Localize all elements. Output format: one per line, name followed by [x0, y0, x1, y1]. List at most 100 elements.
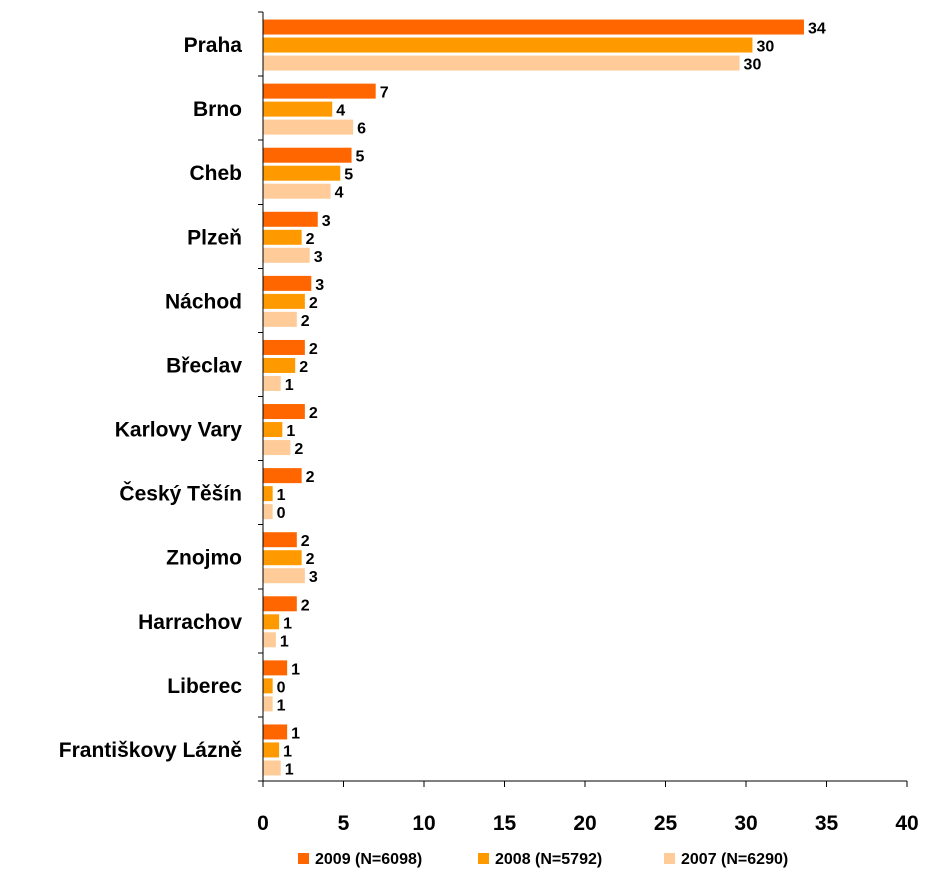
category-label-frantiskovy-lazne: Františkovy Lázně [59, 739, 242, 762]
value-label-frantiskovy-lazne-series-1: 1 [291, 725, 300, 742]
bar-brno-series-1 [263, 83, 376, 99]
bar-praha-series-1 [263, 19, 804, 35]
bar-brno-series-2 [263, 101, 333, 117]
bar-nachod-series-2 [263, 293, 305, 309]
bar-znojmo-series-2 [263, 550, 302, 566]
category-label-praha: Praha [184, 34, 243, 57]
value-label-harrachov-series-2: 1 [283, 615, 292, 632]
bar-karlovy-vary-series-3 [263, 440, 291, 456]
bar-brno-series-3 [263, 119, 354, 135]
bar-frantiskovy-lazne-series-2 [263, 742, 280, 758]
bar-harrachov-series-3 [263, 632, 276, 648]
bar-praha-series-2 [263, 37, 753, 53]
x-tick-label-40: 40 [895, 812, 918, 835]
x-tick-label-10: 10 [412, 812, 435, 835]
bar-cesky-tesin-series-3 [263, 504, 273, 520]
value-label-plzen-series-1: 3 [322, 213, 331, 230]
category-label-breclav: Břeclav [166, 354, 242, 377]
value-label-harrachov-series-3: 1 [280, 633, 289, 650]
bar-znojmo-series-1 [263, 532, 297, 548]
bar-breclav-series-1 [263, 339, 305, 355]
value-label-brno-series-2: 4 [336, 103, 345, 120]
x-tick-label-20: 20 [573, 812, 596, 835]
bar-breclav-series-3 [263, 375, 281, 391]
bar-plzen-series-3 [263, 247, 310, 263]
value-label-harrachov-series-1: 2 [301, 597, 310, 614]
value-label-praha-series-2: 30 [756, 39, 774, 56]
category-label-plzen: Plzeň [187, 226, 242, 249]
value-label-znojmo-series-1: 2 [301, 533, 310, 550]
axes-group: 0 5 10 15 20 25 30 35 40 [257, 11, 919, 835]
value-label-cheb-series-1: 5 [356, 149, 365, 166]
bar-cheb-series-3 [263, 183, 331, 199]
bar-plzen-series-1 [263, 211, 318, 227]
legend-swatch-series-3 [664, 853, 675, 864]
value-label-praha-series-3: 30 [744, 57, 762, 74]
value-label-cesky-tesin-series-3: 0 [277, 505, 286, 522]
bar-praha-series-3 [263, 55, 740, 71]
value-label-liberec-series-3: 1 [277, 697, 286, 714]
value-label-plzen-series-3: 3 [314, 249, 323, 266]
bar-nachod-series-1 [263, 275, 312, 291]
value-label-breclav-series-3: 1 [285, 377, 294, 394]
bar-znojmo-series-3 [263, 568, 305, 584]
bar-frantiskovy-lazne-series-1 [263, 724, 288, 740]
value-label-karlovy-vary-series-2: 1 [286, 423, 295, 440]
value-label-znojmo-series-2: 2 [306, 551, 315, 568]
legend-label-series-1: 2009 (N=6098) [315, 851, 422, 868]
bar-cheb-series-2 [263, 165, 341, 181]
x-tick-label-25: 25 [654, 812, 678, 835]
bar-liberec-series-1 [263, 660, 288, 676]
legend-swatch-series-1 [298, 853, 309, 864]
value-label-brno-series-1: 7 [380, 85, 389, 102]
category-label-cheb: Cheb [190, 162, 243, 185]
legend-label-series-3: 2007 (N=6290) [681, 851, 788, 868]
bar-harrachov-series-1 [263, 596, 297, 612]
value-label-brno-series-3: 6 [357, 121, 366, 138]
legend-swatch-series-2 [478, 853, 489, 864]
bars-group [263, 19, 804, 776]
x-tick-label-0: 0 [257, 812, 269, 835]
value-label-plzen-series-2: 2 [306, 231, 315, 248]
value-label-breclav-series-2: 2 [299, 359, 308, 376]
value-label-nachod-series-3: 2 [301, 313, 310, 330]
bar-breclav-series-2 [263, 357, 296, 373]
value-label-cheb-series-2: 5 [344, 167, 353, 184]
value-label-breclav-series-1: 2 [309, 341, 318, 358]
category-label-liberec: Liberec [167, 675, 242, 698]
value-label-praha-series-1: 34 [808, 21, 826, 38]
x-tick-label-30: 30 [734, 812, 757, 835]
value-label-cesky-tesin-series-2: 1 [277, 487, 286, 504]
value-label-nachod-series-2: 2 [309, 295, 318, 312]
value-label-znojmo-series-3: 3 [309, 569, 318, 586]
value-label-karlovy-vary-series-3: 2 [294, 441, 303, 458]
x-tick-label-5: 5 [338, 812, 350, 835]
category-labels-group: Praha Brno Cheb Plzeň Náchod Břeclav Karlovy V… [59, 34, 243, 762]
bar-liberec-series-3 [263, 696, 273, 712]
value-label-cesky-tesin-series-1: 2 [306, 469, 315, 486]
category-label-znojmo: Znojmo [166, 547, 242, 570]
category-label-cesky-tesin: Český Těšín [119, 482, 242, 506]
value-label-liberec-series-1: 1 [291, 661, 300, 678]
value-label-frantiskovy-lazne-series-2: 1 [283, 743, 292, 760]
legend-label-series-2: 2008 (N=5792) [495, 851, 602, 868]
value-label-nachod-series-1: 3 [315, 277, 324, 294]
legend: 2009 (N=6098) 2008 (N=5792) 2007 (N=6290) [298, 851, 788, 868]
category-label-karlovy-vary: Karlovy Vary [115, 419, 243, 442]
value-label-cheb-series-3: 4 [335, 185, 344, 202]
category-label-harrachov: Harrachov [138, 611, 242, 634]
bar-plzen-series-2 [263, 229, 302, 245]
value-label-karlovy-vary-series-1: 2 [309, 405, 318, 422]
bar-cesky-tesin-series-1 [263, 468, 302, 484]
bar-frantiskovy-lazne-series-3 [263, 760, 281, 776]
x-tick-label-15: 15 [493, 812, 517, 835]
x-tick-label-35: 35 [815, 812, 839, 835]
bar-liberec-series-2 [263, 678, 273, 694]
bar-karlovy-vary-series-2 [263, 422, 283, 438]
bar-cheb-series-1 [263, 147, 352, 163]
category-label-nachod: Náchod [165, 290, 242, 313]
bar-karlovy-vary-series-1 [263, 404, 305, 420]
bar-harrachov-series-2 [263, 614, 280, 630]
